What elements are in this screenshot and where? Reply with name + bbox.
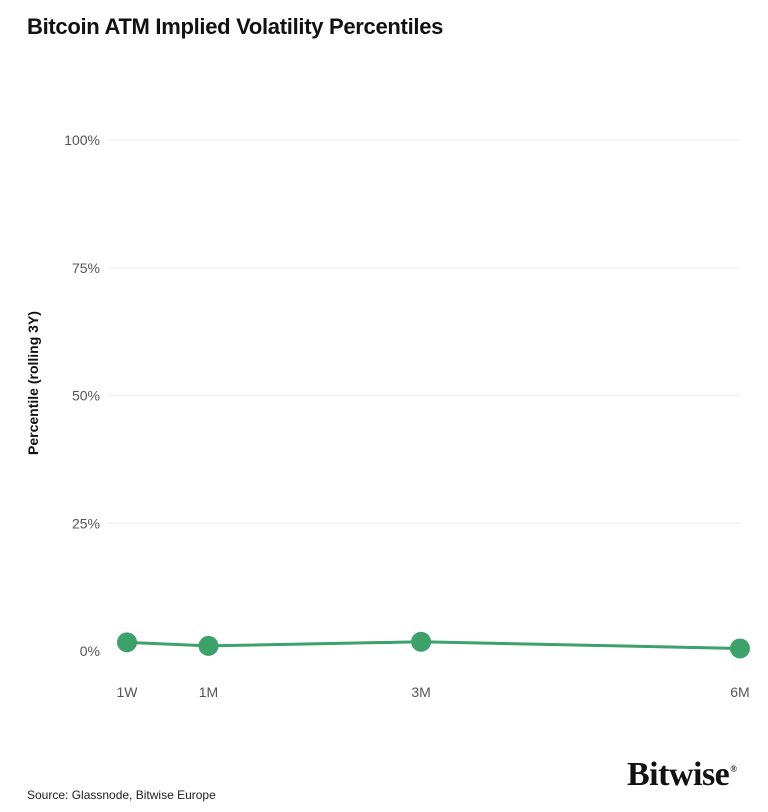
y-tick-label-0: 0% — [80, 643, 100, 659]
grid-lines — [108, 139, 740, 524]
y-tick-label-75: 75% — [72, 260, 100, 276]
data-point-3M — [411, 631, 432, 652]
y-axis-ticks: 0% 25% 50% 75% 100% — [64, 132, 100, 659]
x-axis-ticks: 1W 1M 3M 6M — [117, 684, 750, 700]
series-points — [117, 631, 750, 659]
logo-text: Bitwise — [627, 756, 730, 793]
line-chart: 0% 25% 50% 75% 100% 1W 1M 3M 6M Percentile (rol… — [25, 132, 750, 700]
y-tick-label-100: 100% — [64, 132, 100, 148]
chart-title: Bitcoin ATM Implied Volatility Percentil… — [27, 14, 444, 39]
data-point-1W — [117, 632, 137, 653]
x-tick-label-6M: 6M — [730, 684, 749, 700]
bitwise-logo: Bitwise® — [627, 756, 737, 794]
y-axis-label: Percentile (rolling 3Y) — [25, 311, 41, 455]
y-tick-label-25: 25% — [72, 515, 100, 531]
x-tick-label-3M: 3M — [411, 684, 430, 700]
x-tick-label-1M: 1M — [199, 684, 218, 700]
series-line — [126, 640, 741, 650]
series-line-0 — [126, 640, 741, 650]
data-point-6M — [730, 638, 750, 659]
registered-mark: ® — [730, 764, 737, 774]
y-tick-label-50: 50% — [72, 388, 100, 404]
x-tick-label-1W: 1W — [117, 684, 139, 700]
source-note: Source: Glassnode, Bitwise Europe — [27, 788, 216, 802]
data-point-1M — [198, 635, 219, 656]
